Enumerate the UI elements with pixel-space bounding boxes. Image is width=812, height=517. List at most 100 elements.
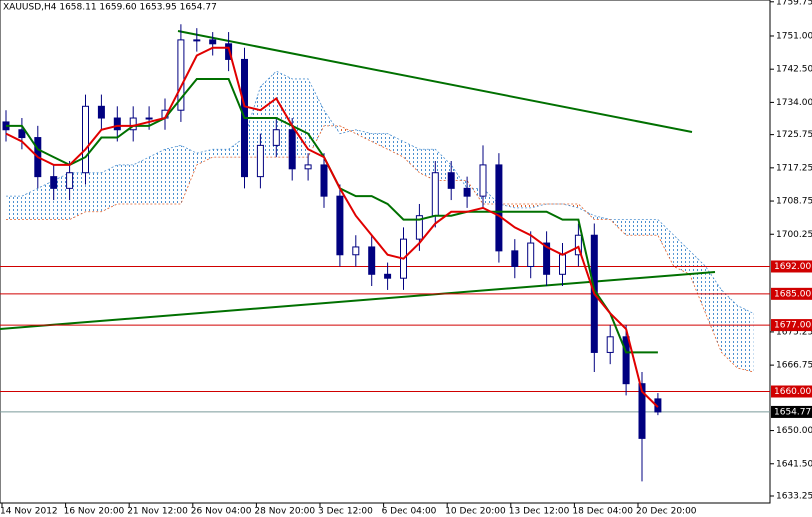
candle-body bbox=[511, 250, 519, 267]
cloud-segment bbox=[642, 219, 658, 236]
x-tick-label: 10 Dec 20:00 bbox=[445, 507, 506, 517]
candle-body bbox=[304, 164, 312, 170]
y-tick-label: 1734.00 bbox=[776, 98, 812, 108]
candle-body bbox=[145, 117, 153, 120]
cloud-segment bbox=[419, 149, 436, 181]
level-label-box bbox=[771, 319, 812, 332]
candle-body bbox=[638, 383, 646, 439]
candle-body bbox=[606, 336, 614, 353]
y-tick-label: 1708.75 bbox=[776, 197, 812, 207]
level-label: 1685.00 bbox=[774, 289, 811, 299]
x-tick-label: 21 Nov 12:00 bbox=[127, 507, 188, 517]
cloud-segment bbox=[21, 188, 38, 220]
candle-body bbox=[113, 117, 121, 131]
level-label: 1677.00 bbox=[774, 321, 811, 331]
candle-body bbox=[97, 105, 105, 119]
cloud-segment bbox=[721, 289, 738, 369]
cloud-segment bbox=[324, 110, 340, 134]
y-tick-label: 1725.75 bbox=[776, 130, 812, 140]
cloud-edge bbox=[6, 70, 754, 314]
cloud-segment bbox=[514, 203, 531, 208]
x-tick-label: 3 Dec 12:00 bbox=[318, 507, 373, 517]
chart-title: XAUUSD,H4 1658.11 1659.60 1653.95 1654.7… bbox=[3, 3, 217, 13]
cloud-segment bbox=[165, 145, 181, 204]
candle-body bbox=[320, 164, 328, 197]
trend-line bbox=[177, 30, 693, 133]
candle-body bbox=[177, 39, 185, 111]
cloud-segment bbox=[435, 149, 452, 181]
candle-body bbox=[384, 273, 392, 279]
candle-body bbox=[574, 234, 582, 256]
y-tick-label: 1751.00 bbox=[776, 31, 812, 41]
candle-body bbox=[622, 336, 630, 385]
level-label: 1692.00 bbox=[774, 262, 811, 272]
x-tick-label: 26 Nov 04:00 bbox=[191, 507, 252, 517]
candle-body bbox=[256, 144, 264, 178]
candle-body bbox=[129, 117, 137, 131]
cloud-segment bbox=[244, 86, 261, 158]
y-tick-label: 1675.25 bbox=[776, 327, 812, 337]
cloud-segment bbox=[292, 78, 309, 158]
x-tick-label: 28 Nov 20:00 bbox=[254, 507, 315, 517]
candle-body bbox=[368, 246, 376, 275]
level-label-box bbox=[771, 260, 812, 273]
candle-body bbox=[527, 242, 535, 267]
cloud-segment bbox=[69, 172, 86, 220]
candle-body bbox=[463, 187, 471, 197]
cloud-segment bbox=[483, 188, 499, 204]
candle-body bbox=[193, 39, 201, 42]
y-tick-label: 1641.50 bbox=[776, 459, 812, 469]
candle-body bbox=[447, 172, 455, 189]
y-tick-label: 1717.25 bbox=[776, 163, 812, 173]
cloud-segment bbox=[133, 157, 150, 204]
tenkan-line bbox=[5, 46, 659, 408]
cloud-segment bbox=[260, 71, 277, 158]
y-tick-label: 1700.25 bbox=[776, 230, 812, 240]
level-label: 1660.00 bbox=[774, 387, 811, 397]
level-label-box bbox=[771, 287, 812, 300]
candle-body bbox=[336, 195, 344, 256]
cloud-segment bbox=[657, 219, 674, 267]
cloud-segment bbox=[387, 133, 404, 158]
y-tick-label: 1650.00 bbox=[776, 426, 812, 436]
cloud-segment bbox=[37, 180, 54, 220]
cloud-edge bbox=[6, 125, 754, 373]
cloud-segment bbox=[196, 149, 213, 165]
cloud-segment bbox=[562, 203, 579, 208]
cloud-segment bbox=[101, 164, 118, 212]
x-tick-label: 6 Dec 04:00 bbox=[382, 507, 437, 517]
x-tick-label: 18 Dec 04:00 bbox=[572, 507, 633, 517]
y-tick-label: 1742.50 bbox=[776, 65, 812, 75]
candle-body bbox=[50, 176, 58, 189]
candle-body bbox=[543, 242, 551, 275]
cloud-segment bbox=[228, 137, 245, 158]
cloud-segment bbox=[212, 149, 229, 158]
x-tick-label: 13 Dec 12:00 bbox=[509, 507, 570, 517]
cloud-segment bbox=[403, 141, 420, 173]
cloud-segment bbox=[85, 172, 102, 212]
cloud-segment bbox=[149, 149, 165, 204]
cloud-segment bbox=[705, 266, 722, 353]
last-price-box bbox=[771, 405, 812, 418]
candle-body bbox=[288, 129, 296, 170]
x-tick-label: 14 Nov 2012 bbox=[0, 507, 58, 517]
cloud-segment bbox=[117, 164, 134, 204]
last-price-label: 1654.77 bbox=[774, 407, 811, 417]
x-tick-label: 16 Nov 20:00 bbox=[64, 507, 125, 517]
cloud-segment bbox=[737, 305, 754, 372]
cloud-segment bbox=[371, 133, 388, 150]
cloud-segment bbox=[308, 78, 324, 158]
candle-body bbox=[272, 129, 280, 146]
candle-body bbox=[18, 129, 26, 139]
cloud-segment bbox=[180, 145, 197, 204]
cloud-segment bbox=[53, 172, 70, 220]
cloud-segment bbox=[6, 196, 22, 220]
cloud-segment bbox=[673, 235, 690, 275]
y-tick-label: 1666.75 bbox=[776, 361, 812, 371]
candle-body bbox=[559, 254, 566, 275]
candle-body bbox=[431, 172, 439, 217]
cloud-segment bbox=[626, 219, 642, 236]
candle-body bbox=[352, 246, 360, 256]
candle-body bbox=[495, 164, 503, 252]
